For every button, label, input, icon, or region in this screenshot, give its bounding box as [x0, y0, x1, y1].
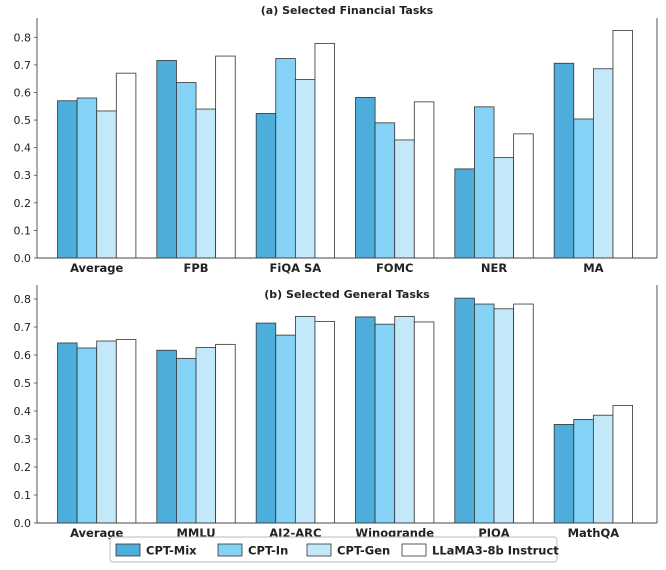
panel-title: (b) Selected General Tasks — [264, 288, 430, 301]
bar-mathqa-cpt-in — [573, 418, 594, 524]
bar-average-cpt-mix — [57, 100, 78, 259]
x-tick-label-mathqa: MathQA — [568, 526, 620, 540]
bar-piqa-cpt-in — [474, 303, 495, 524]
bar-ner-cpt-mix — [454, 168, 475, 259]
y-tick-label-0-6: 0.6 — [14, 86, 32, 99]
bar-winogrande-cpt-mix — [355, 316, 376, 524]
y-tick-label-0-0: 0.0 — [14, 252, 32, 265]
bar-average-cpt-in — [76, 347, 98, 524]
y-tick-label-0-7: 0.7 — [14, 59, 32, 72]
y-tick-label-0-1: 0.1 — [14, 224, 32, 237]
legend-swatch-cpt-gen — [306, 543, 332, 557]
legend-swatch-cpt-in — [217, 543, 243, 557]
bar-fomc-cpt-gen — [394, 139, 415, 259]
bar-ma-cpt-mix — [553, 62, 575, 259]
bar-fpb-llama3-8b-instruct — [215, 55, 236, 259]
x-tick-label-ai2-arc: AI2-ARC — [269, 526, 321, 540]
y-tick-label-0-5: 0.5 — [14, 377, 32, 390]
legend-label-cpt-gen: CPT-Gen — [337, 544, 390, 558]
y-tick-label-0-1: 0.1 — [14, 489, 32, 502]
y-tick-label-0-6: 0.6 — [14, 349, 32, 362]
legend-label-cpt-mix: CPT-Mix — [146, 544, 197, 558]
bar-ner-cpt-gen — [493, 157, 515, 259]
bar-average-cpt-in — [76, 97, 98, 259]
x-tick-label-fomc: FOMC — [376, 261, 414, 275]
bar-mmlu-llama3-8b-instruct — [215, 343, 236, 524]
x-tick-label-ner: NER — [481, 261, 507, 275]
bar-ner-llama3-8b-instruct — [513, 133, 534, 259]
legend-label-llama3-8b-instruct: LLaMA3-8b Instruct — [432, 544, 559, 558]
financial-tasks-panel: Average FPB FiQA SA FOMC NER MA 0.0 0.1 0.2 0.3 0.… — [14, 4, 658, 275]
y-tick-label-0-2: 0.2 — [14, 461, 32, 474]
bar-fomc-llama3-8b-instruct — [413, 101, 435, 259]
y-tick-label-0-2: 0.2 — [14, 197, 32, 210]
bar-ma-cpt-in — [573, 118, 594, 259]
y-tick-label-0-4: 0.4 — [14, 405, 32, 418]
bar-piqa-cpt-gen — [493, 308, 515, 524]
y-tick-label-0-0: 0.0 — [14, 517, 32, 530]
bar-average-cpt-mix — [57, 342, 78, 524]
x-tick-label-average: Average — [70, 261, 123, 275]
legend-swatch-cpt-mix — [115, 543, 141, 557]
bar-fiqa-sa-cpt-in — [275, 58, 296, 259]
x-tick-label-ma: MA — [583, 261, 603, 275]
bar-piqa-cpt-mix — [454, 297, 475, 524]
bar-average-cpt-gen — [96, 340, 117, 524]
legend: CPT-Mix CPT-In CPT-Gen LLaMA3-8b Instruct — [109, 536, 559, 563]
y-tick-label-0-8: 0.8 — [14, 293, 32, 306]
bar-fpb-cpt-mix — [156, 60, 177, 259]
bar-ai2-arc-cpt-gen — [294, 315, 316, 524]
bar-average-cpt-gen — [96, 110, 117, 259]
bar-mathqa-cpt-gen — [592, 414, 614, 524]
bar-fpb-cpt-gen — [195, 108, 217, 259]
bar-piqa-llama3-8b-instruct — [513, 303, 534, 524]
bar-mmlu-cpt-mix — [156, 349, 177, 524]
y-tick-label-0-4: 0.4 — [14, 142, 32, 155]
bar-mathqa-cpt-mix — [553, 424, 575, 524]
x-tick-label-fiqa-sa: FiQA SA — [270, 261, 322, 275]
general-tasks-panel: Average MMLU AI2-ARC Winogrande PIQA MathQA 0.… — [14, 285, 658, 540]
bar-ai2-arc-llama3-8b-instruct — [314, 320, 335, 524]
bar-fiqa-sa-cpt-mix — [255, 113, 277, 259]
bar-average-llama3-8b-instruct — [115, 72, 137, 259]
bar-mmlu-cpt-in — [176, 357, 197, 524]
y-tick-label-0-7: 0.7 — [14, 321, 32, 334]
y-tick-label-0-8: 0.8 — [14, 31, 32, 44]
y-tick-label-0-3: 0.3 — [14, 169, 32, 182]
bar-fiqa-sa-llama3-8b-instruct — [314, 42, 335, 259]
bar-mathqa-llama3-8b-instruct — [612, 404, 633, 524]
bar-fiqa-sa-cpt-gen — [294, 79, 316, 259]
legend-label-cpt-in: CPT-In — [248, 544, 288, 558]
bar-average-llama3-8b-instruct — [115, 339, 137, 524]
x-tick-label-piqa: PIQA — [478, 526, 509, 540]
y-tick-label-0-3: 0.3 — [14, 433, 32, 446]
x-tick-label-winogrande: Winogrande — [355, 526, 434, 540]
legend-swatch-llama3-8b-instruct — [401, 543, 427, 557]
bar-winogrande-cpt-gen — [394, 315, 415, 524]
bar-winogrande-cpt-in — [374, 323, 396, 524]
bar-mmlu-cpt-gen — [195, 347, 217, 524]
bar-ai2-arc-cpt-in — [275, 334, 296, 524]
bar-ma-llama3-8b-instruct — [612, 30, 633, 259]
bar-fpb-cpt-in — [176, 82, 197, 259]
bar-ner-cpt-in — [474, 106, 495, 259]
bar-ai2-arc-cpt-mix — [255, 322, 277, 524]
bar-ma-cpt-gen — [592, 68, 614, 259]
panel-title: (a) Selected Financial Tasks — [261, 4, 434, 17]
bar-fomc-cpt-in — [374, 122, 396, 259]
x-tick-label-fpb: FPB — [183, 261, 208, 275]
x-tick-label-mmlu: MMLU — [176, 526, 215, 540]
bar-winogrande-llama3-8b-instruct — [413, 321, 435, 524]
y-tick-label-0-5: 0.5 — [14, 114, 32, 127]
bar-fomc-cpt-mix — [355, 97, 376, 259]
x-tick-label-average: Average — [70, 526, 123, 540]
